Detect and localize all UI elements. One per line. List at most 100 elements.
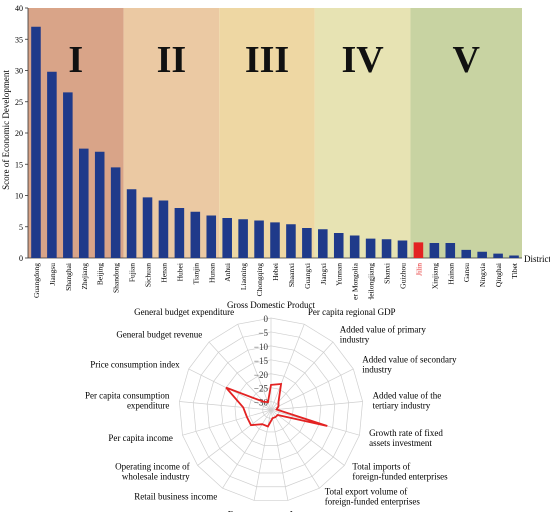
x-tick-label: Tianjin <box>191 263 200 285</box>
bar-guangxi <box>302 228 312 258</box>
bar-anhui <box>222 218 232 258</box>
group-band-1 <box>28 8 124 258</box>
radar-spoke <box>270 401 363 411</box>
x-tick-label: Shandong <box>112 263 121 293</box>
bar-shandong <box>110 167 121 258</box>
radar-grid-ring <box>220 359 322 460</box>
x-tick-label: Hunan <box>207 263 216 283</box>
bar-tianjin <box>190 211 201 258</box>
radar-axis-label: Added value of secondary industry <box>362 355 457 375</box>
radar-axis-label: Total imports of foreign-funded enterpris… <box>352 461 448 481</box>
x-tick-label: Zhejiang <box>80 263 89 290</box>
group-label-3: III <box>245 39 289 81</box>
bar-jilin <box>413 242 424 258</box>
group-band-4 <box>314 8 411 258</box>
x-tick-label: Jiangxi <box>319 263 328 285</box>
x-tick-label: Heilongjiang <box>367 263 376 300</box>
radar-axis-label: Export <box>228 509 253 512</box>
x-tick-label: Shaanxi <box>287 263 296 287</box>
x-tick-label: Liaoning <box>239 263 248 290</box>
bar-hunan <box>206 215 217 258</box>
x-tick-label: Guangxi <box>303 263 312 289</box>
x-tick-label: Hainan <box>446 263 455 285</box>
y-tick-label: 25 <box>15 98 23 107</box>
x-tick-label: Hubei <box>175 263 184 281</box>
radar-chart: 0 −5 −10 −15 −20 −25 −30 Gross Domestic Produc… <box>85 300 457 512</box>
bar-hainan <box>445 243 456 258</box>
radar-axis-label: Retail business income <box>134 492 217 502</box>
radar-tick-label: −10 <box>254 342 269 352</box>
y-tick-label: 20 <box>15 129 23 138</box>
x-tick-label: Qinghai <box>494 263 503 287</box>
bar-fujian <box>126 189 137 258</box>
x-tick-label: Beijing <box>96 263 105 285</box>
group-band-5 <box>410 8 522 258</box>
x-tick-label: Shanxi <box>383 263 392 284</box>
radar-series-line <box>225 383 328 428</box>
radar-tick-label: −5 <box>258 328 268 338</box>
radar-axis-label: Import <box>290 509 315 512</box>
radar-grid-ring <box>206 345 336 474</box>
radar-axis-label: Gross Domestic Product <box>227 300 315 310</box>
radar-tick-label: 0 <box>264 314 269 324</box>
radar-axis-label: Added value of primary industry <box>340 325 427 345</box>
radar-axis-label: General budget revenue <box>116 330 202 340</box>
radar-axis-label: Price consumption index <box>90 360 180 370</box>
x-axis-label: District <box>524 254 550 264</box>
x-tick-label: Tibet <box>510 262 519 278</box>
bar-sichuan <box>142 197 153 258</box>
x-tick-label: Henan <box>159 263 168 283</box>
radar-spoke <box>270 409 289 501</box>
bar-guangdong <box>31 26 41 258</box>
y-tick-label: 15 <box>15 160 23 169</box>
group-label-5: V <box>452 39 480 81</box>
bar-hubei <box>174 208 185 258</box>
x-tick-label: Chongqing <box>255 263 264 297</box>
bar-liaoning <box>238 219 248 258</box>
radar-grid-ring <box>179 317 363 501</box>
y-tick-label: 5 <box>19 223 23 232</box>
radar-spoke <box>237 324 272 411</box>
radar-tick-label: −30 <box>254 398 269 408</box>
bar-gansu <box>461 249 472 258</box>
group-label-2: II <box>157 39 187 81</box>
radar-spoke <box>222 409 272 489</box>
y-tick-label: 10 <box>15 192 23 201</box>
radar-spoke <box>270 324 305 411</box>
x-tick-label: Fujian <box>128 263 137 282</box>
radar-axis-label: Per capita regional GDP <box>308 307 396 317</box>
x-tick-label: Shanghai <box>64 263 73 291</box>
bar-hebei <box>270 222 280 258</box>
radar-axis-label: General budget expenditure <box>134 307 234 317</box>
bar-guizhou <box>397 240 408 258</box>
radar-axis-label: Operating income of wholesale industry <box>115 461 190 481</box>
radar-axis-label: Added value of the tertiary industry <box>373 391 442 411</box>
y-tick-label: 40 <box>15 4 23 13</box>
bar-shaanxi <box>286 224 296 258</box>
bar-jiangsu <box>47 71 57 258</box>
x-tick-label: Ningxia <box>478 262 487 287</box>
group-band-3 <box>219 8 315 258</box>
y-axis-label: Score of Economic Development <box>1 70 11 190</box>
bar-jiangxi <box>318 229 328 258</box>
radar-axis-label: Per capita income <box>108 433 172 443</box>
group-band-2 <box>123 8 220 258</box>
x-tick-label: Xinjiang <box>430 263 439 289</box>
bar-yunnan <box>333 233 344 258</box>
bar-heilongjiang <box>365 238 376 258</box>
bar-shanghai <box>63 92 73 258</box>
group-label-1: I <box>68 39 83 81</box>
bar-ningxia <box>477 251 487 258</box>
radar-spoke <box>197 409 272 466</box>
radar-spoke <box>270 368 354 411</box>
radar-axis-label: Growth rate of fixed assets investment <box>369 428 443 448</box>
x-tick-label: Jiangsu <box>48 263 57 286</box>
bar-zhejiang <box>78 148 89 258</box>
bar-xinjiang <box>429 243 440 258</box>
radar-axis-label: Per capita consumption expenditure <box>85 391 170 411</box>
bar-shanxi <box>381 239 392 258</box>
x-tick-label: Sichuan <box>144 263 153 287</box>
x-tick-label: Jilin <box>414 263 423 276</box>
x-tick-label: Guangdong <box>32 263 41 298</box>
